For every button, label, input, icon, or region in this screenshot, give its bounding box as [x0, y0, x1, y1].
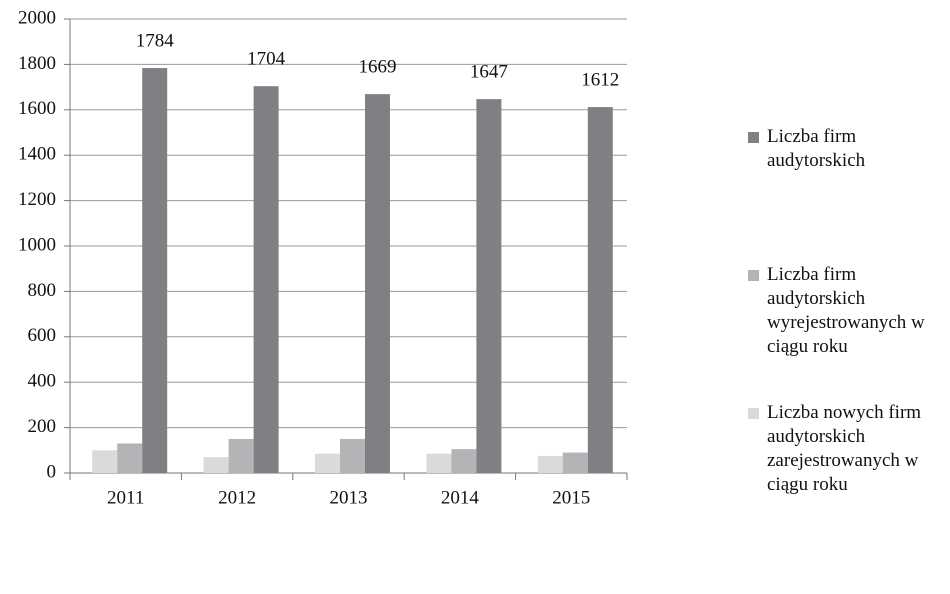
y-tick-label: 1400 [18, 144, 56, 165]
bar [203, 457, 229, 473]
x-tick-label: 2014 [441, 487, 480, 508]
bar [228, 438, 254, 473]
bar [451, 449, 477, 473]
x-tick-label: 2013 [330, 487, 368, 508]
x-tick-label: 2015 [552, 487, 590, 508]
bar [537, 455, 563, 473]
legend-label: Liczba firm audytorskich wyrejestrowanyc… [767, 264, 925, 357]
data-label: 1669 [359, 56, 397, 77]
legend-swatch [748, 132, 759, 143]
y-tick-label: 1000 [18, 234, 56, 255]
legend-swatch [748, 270, 759, 281]
bar [117, 443, 143, 473]
y-tick-label: 200 [28, 416, 57, 437]
y-tick-label: 800 [28, 280, 57, 301]
y-tick-label: 2000 [18, 7, 56, 28]
data-label: 1612 [581, 69, 619, 90]
y-tick-label: 1800 [18, 53, 56, 74]
legend-swatch [748, 408, 759, 419]
bar [340, 438, 365, 473]
y-tick-label: 0 [47, 461, 57, 482]
x-tick-label: 2012 [218, 487, 256, 508]
data-label: 1704 [247, 49, 286, 70]
y-tick-label: 400 [28, 371, 57, 392]
y-tick-label: 1200 [18, 189, 56, 210]
legend-entry: Liczba nowych firm audytorskich zarejest… [748, 401, 948, 497]
bar [253, 86, 279, 473]
bar [562, 452, 588, 473]
legend-entry: Liczba firm audytorskich [748, 125, 948, 173]
legend-label: Liczba firm audytorskich [767, 126, 866, 171]
bar [426, 453, 452, 473]
bar [315, 453, 340, 473]
bar [476, 99, 502, 474]
legend-entry: Liczba firm audytorskich wyrejestrowanyc… [748, 263, 948, 359]
data-label: 1784 [136, 30, 175, 51]
bar [92, 450, 118, 473]
bar [587, 107, 613, 474]
bar [365, 94, 390, 474]
data-label: 1647 [470, 61, 508, 82]
legend-label: Liczba nowych firm audytorskich zarejest… [767, 402, 922, 495]
bar [142, 68, 168, 474]
y-tick-label: 600 [28, 325, 57, 346]
y-tick-label: 1600 [18, 98, 56, 119]
x-tick-label: 2011 [107, 487, 144, 508]
